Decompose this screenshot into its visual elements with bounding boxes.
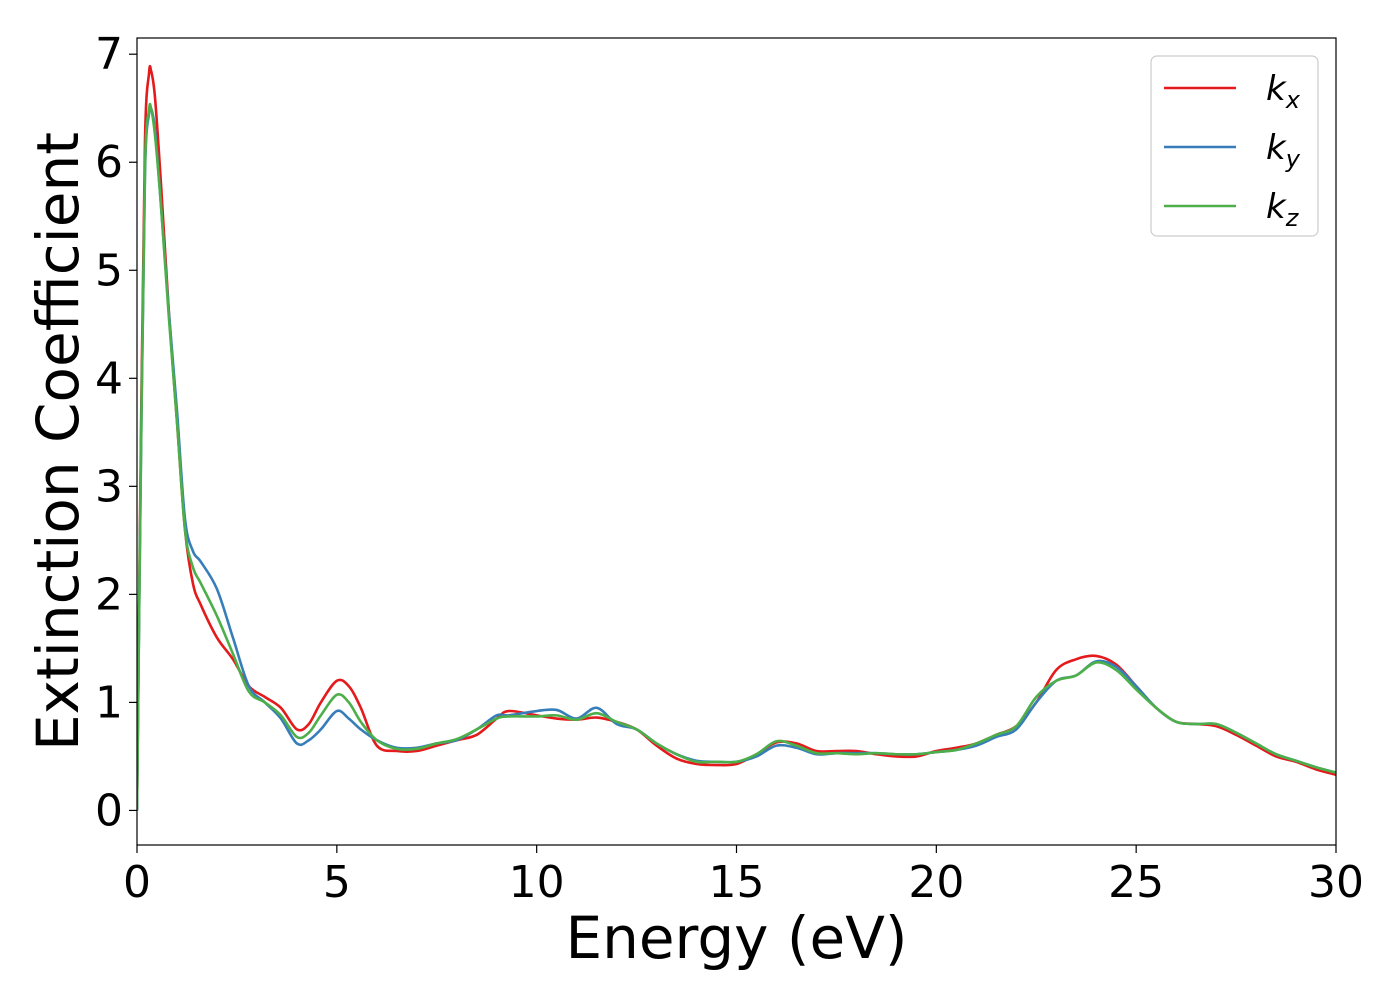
series-layer	[137, 64, 1336, 811]
y-axis-title: Extinction Coefficient	[24, 132, 92, 751]
y-tick-label: 5	[95, 245, 123, 296]
x-tick-label: 0	[123, 857, 151, 908]
x-tick-label: 30	[1308, 857, 1364, 908]
y-axis: 0 1 2 3 4 5 6 7	[95, 29, 137, 836]
legend-label-kx: kx	[1266, 69, 1301, 114]
x-axis: 0 5 10 15 20 25 30	[123, 845, 1364, 908]
legend-label-kz: kz	[1266, 187, 1300, 232]
y-tick-label: 3	[95, 461, 123, 512]
y-tick-label: 0	[95, 785, 123, 836]
y-tick-label: 1	[95, 677, 123, 728]
x-tick-label: 20	[908, 857, 964, 908]
y-tick-label: 6	[95, 137, 123, 188]
legend-label-ky: ky	[1266, 128, 1301, 173]
y-tick-label: 4	[95, 353, 123, 404]
legend: kx ky kz	[1150, 55, 1319, 237]
y-tick-label: 7	[95, 29, 123, 80]
x-axis-title: Energy (eV)	[565, 904, 907, 972]
x-tick-label: 25	[1108, 857, 1164, 908]
series-line-kz	[137, 102, 1336, 811]
x-tick-label: 15	[709, 857, 765, 908]
y-tick-label: 2	[95, 569, 123, 620]
x-tick-label: 5	[323, 857, 351, 908]
x-tick-label: 10	[509, 857, 565, 908]
